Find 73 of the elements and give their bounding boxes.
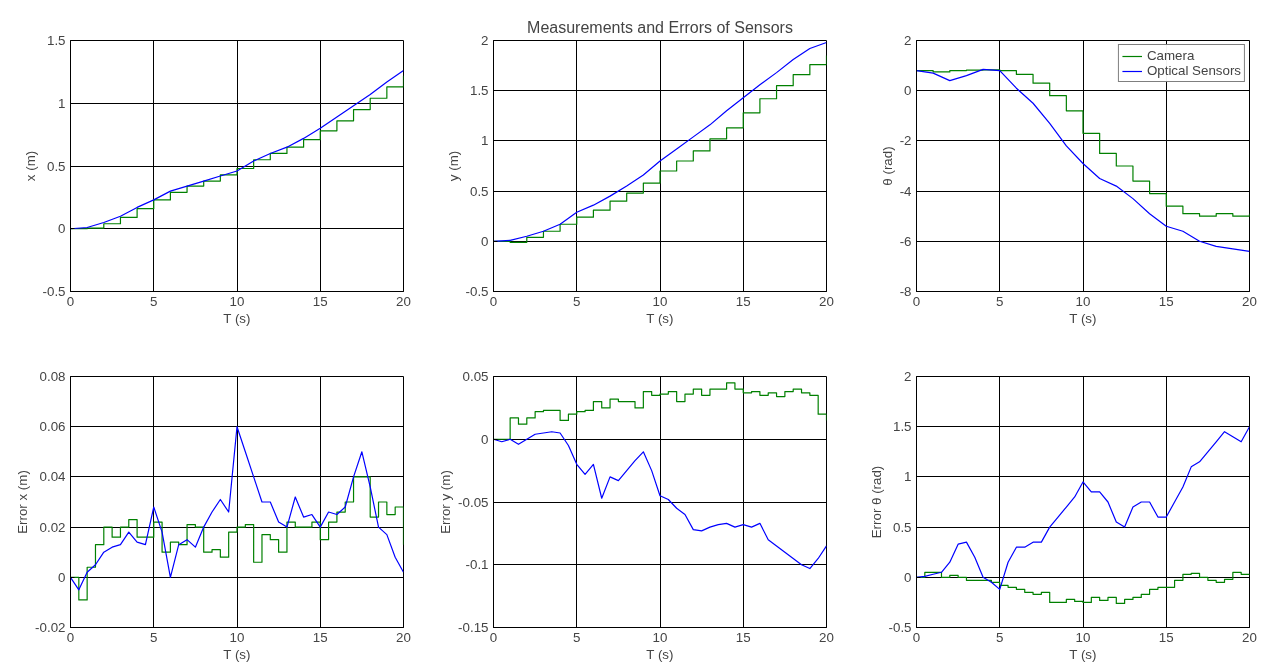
y-tick-label: 0 [58, 221, 66, 237]
y-axis-title: Error θ (rad) [868, 465, 884, 539]
y-tick-label: 2 [904, 33, 912, 48]
y-tick-label: -0.5 [465, 284, 489, 299]
legend-label: Optical Sensors [1146, 63, 1241, 78]
x-axis-title: T (s) [223, 646, 251, 662]
x-tick-label: 10 [652, 629, 668, 645]
x-tick-label: 5 [150, 629, 158, 645]
y-tick-label: 0.06 [39, 419, 66, 435]
y-tick-label: 0.05 [462, 369, 489, 384]
x-tick-label: 5 [150, 293, 158, 309]
y-tick-label: -0.15 [458, 620, 489, 635]
y-tick-label: -0.5 [42, 284, 66, 299]
x-tick-label: 20 [396, 629, 411, 645]
y-axis-title: y (m) [445, 150, 461, 182]
legend-label: Camera [1146, 48, 1195, 63]
x-tick-label: 15 [1158, 629, 1174, 645]
x-tick-label: 20 [819, 293, 834, 309]
x-tick-label: 5 [996, 629, 1004, 645]
x-tick-label: 10 [1075, 629, 1091, 645]
x-tick-label: 10 [652, 293, 668, 309]
y-axis-title: x (m) [22, 150, 38, 182]
y-tick-label: -0.05 [458, 494, 489, 510]
x-tick-label: 15 [735, 293, 751, 309]
y-axis-title: Error y (m) [438, 470, 454, 534]
y-tick-label: 0.04 [39, 469, 67, 485]
y-tick-label: -4 [899, 183, 913, 199]
chart-title: Measurements and Errors of Sensors [527, 18, 793, 36]
x-tick-label: 10 [229, 629, 245, 645]
y-tick-label: 1 [58, 95, 66, 111]
x-tick-label: 20 [1242, 629, 1257, 645]
y-tick-label: -2 [899, 133, 912, 149]
y-tick-label: 0.5 [46, 158, 66, 174]
x-tick-label: 20 [819, 629, 834, 645]
y-tick-label: 0 [904, 569, 912, 585]
x-tick-label: 10 [229, 293, 245, 309]
y-tick-label: -8 [899, 284, 912, 299]
x-axis-title: T (s) [1069, 646, 1097, 662]
y-tick-label: -0.5 [888, 620, 912, 635]
x-tick-label: 15 [735, 629, 751, 645]
y-tick-label: 0.5 [892, 519, 912, 535]
y-tick-label: 1.5 [469, 83, 489, 99]
y-tick-label: 0.5 [469, 183, 489, 199]
y-tick-label: 0 [481, 431, 489, 447]
y-tick-label: 0 [481, 233, 489, 249]
x-tick-label: 20 [396, 293, 411, 309]
y-tick-label: 0.02 [39, 519, 66, 535]
y-tick-label: 0 [58, 569, 66, 585]
y-tick-label: 1 [481, 133, 489, 149]
y-tick-label: -0.02 [35, 620, 66, 635]
y-tick-label: 1.5 [46, 33, 66, 48]
y-axis-title: Error x (m) [15, 470, 31, 534]
x-tick-label: 5 [573, 629, 581, 645]
x-tick-label: 10 [1075, 293, 1091, 309]
y-tick-label: -6 [899, 233, 912, 249]
x-tick-label: 15 [312, 293, 328, 309]
x-tick-label: 20 [1242, 293, 1257, 309]
x-axis-title: T (s) [223, 310, 251, 326]
x-axis-title: T (s) [646, 310, 674, 326]
x-axis-title: T (s) [646, 646, 674, 662]
y-tick-label: 0.08 [39, 369, 66, 384]
y-tick-label: -0.1 [465, 557, 489, 573]
y-tick-label: 2 [904, 369, 912, 384]
y-tick-label: 2 [481, 33, 489, 48]
y-tick-label: 1 [904, 469, 912, 485]
x-axis-title: T (s) [1069, 310, 1097, 326]
x-tick-label: 15 [312, 629, 328, 645]
y-axis-title: θ (rad) [879, 146, 895, 186]
x-tick-label: 5 [996, 293, 1004, 309]
y-tick-label: 0 [904, 83, 912, 99]
x-tick-label: 5 [573, 293, 581, 309]
y-tick-label: 1.5 [892, 419, 912, 435]
x-tick-label: 15 [1158, 293, 1174, 309]
